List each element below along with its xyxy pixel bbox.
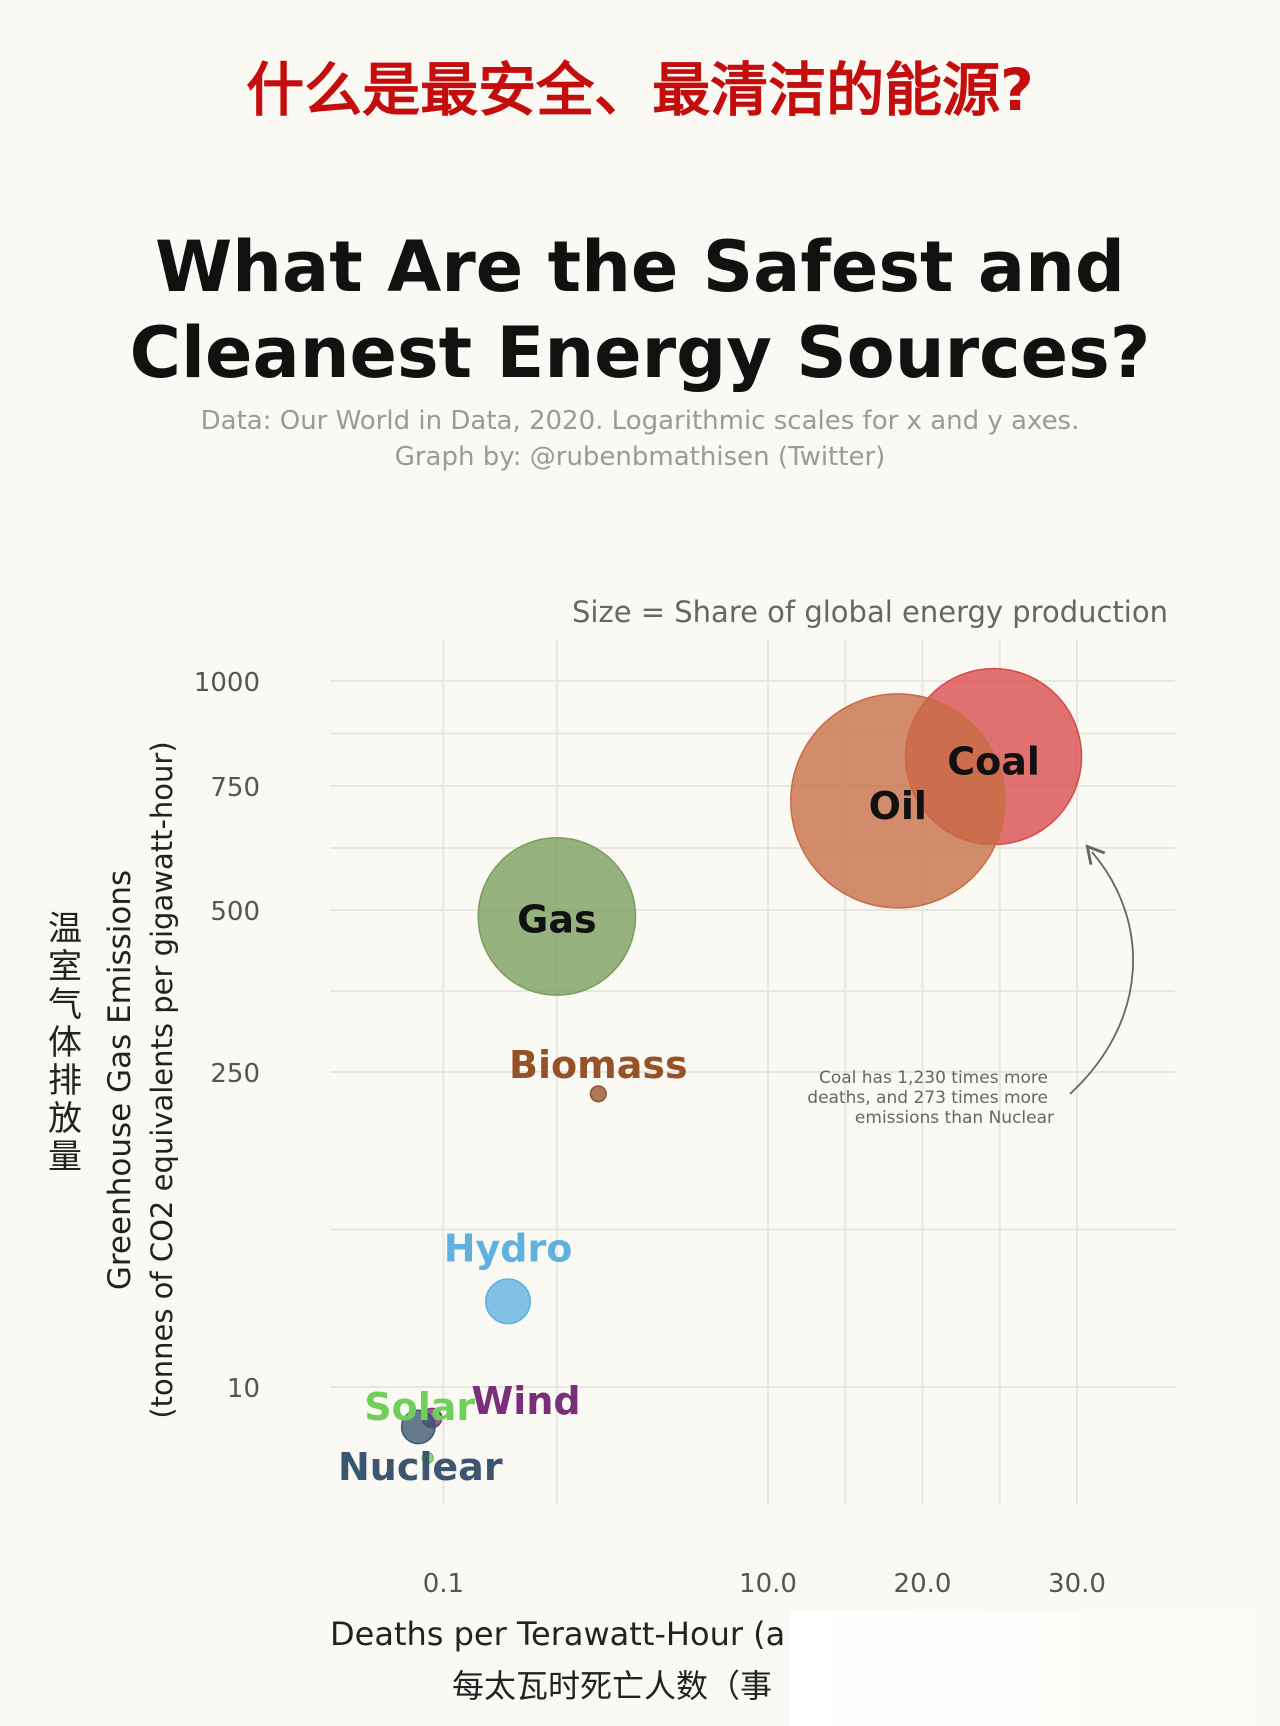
annotation-line-3: emissions than Nuclear xyxy=(855,1108,1054,1128)
bubble-solar xyxy=(421,1451,435,1465)
chinese-title: 什么是最安全、最清洁的能源? xyxy=(246,56,1034,124)
subtitle-line-2: Graph by: @rubenbmathisen (Twitter) xyxy=(394,442,886,472)
data-points xyxy=(400,667,1083,1465)
chart-title: What Are the Safest and Cleanest Energy … xyxy=(0,224,1280,396)
label-wind: Wind xyxy=(471,1379,580,1423)
label-gas: Gas xyxy=(517,897,596,941)
x-tick-label-30.0: 30.0 xyxy=(1048,1569,1106,1599)
label-nuclear: Nuclear xyxy=(338,1445,503,1489)
x-axis-title-chinese: 每太瓦时死亡人数（事 xyxy=(452,1667,772,1705)
y-tick-labels: 10 250 500 750 1000 xyxy=(194,668,260,1404)
chart-subtitle: Data: Our World in Data, 2020. Logarithm… xyxy=(0,403,1280,475)
x-tick-label-10.0: 10.0 xyxy=(739,1569,797,1599)
title-line-2: Cleanest Energy Sources? xyxy=(129,312,1151,394)
label-coal: Coal xyxy=(947,740,1040,784)
bubble-gas xyxy=(477,837,637,996)
y-axis-title: Greenhouse Gas Emissions (tonnes of CO2 … xyxy=(102,741,179,1418)
subtitle-line-1: Data: Our World in Data, 2020. Logarithm… xyxy=(200,406,1080,436)
redaction-overlay xyxy=(790,1610,1280,1726)
y-tick-label-250: 250 xyxy=(210,1059,260,1089)
y-axis-title-line-1: Greenhouse Gas Emissions xyxy=(102,870,138,1290)
annotation: Coal has 1,230 times more deaths, and 27… xyxy=(807,844,1134,1128)
bubble-oil xyxy=(790,693,1006,909)
y-tick-label-750: 750 xyxy=(210,773,260,803)
label-solar: Solar xyxy=(364,1385,475,1429)
x-tick-label-20.0: 20.0 xyxy=(894,1569,952,1599)
y-axis-title-chinese: 温室气体排放量 xyxy=(48,909,82,1177)
x-axis-title: Deaths per Terawatt-Hour (a xyxy=(330,1615,785,1653)
bubble-hydro xyxy=(485,1278,532,1325)
x-tick-labels: 0.1 10.0 20.0 30.0 xyxy=(423,1569,1106,1599)
label-oil: Oil xyxy=(869,784,927,828)
annotation-arrow xyxy=(1069,844,1134,1095)
y-tick-label-10: 10 xyxy=(227,1374,260,1404)
bubble-nuclear xyxy=(400,1409,436,1445)
bubble-biomass xyxy=(589,1085,607,1103)
y-tick-label-1000: 1000 xyxy=(194,668,260,698)
size-legend-note: Size = Share of global energy production xyxy=(572,595,1168,629)
label-biomass: Biomass xyxy=(509,1043,688,1087)
title-line-1: What Are the Safest and xyxy=(154,226,1126,308)
x-tick-label-0.1: 0.1 xyxy=(423,1569,464,1599)
annotation-line-1: Coal has 1,230 times more xyxy=(819,1068,1048,1088)
y-axis-title-line-2: (tonnes of CO2 equivalents per gigawatt-… xyxy=(145,741,179,1418)
label-hydro: Hydro xyxy=(444,1226,573,1270)
annotation-line-2: deaths, and 273 times more xyxy=(807,1088,1048,1108)
y-tick-label-500: 500 xyxy=(210,897,260,927)
